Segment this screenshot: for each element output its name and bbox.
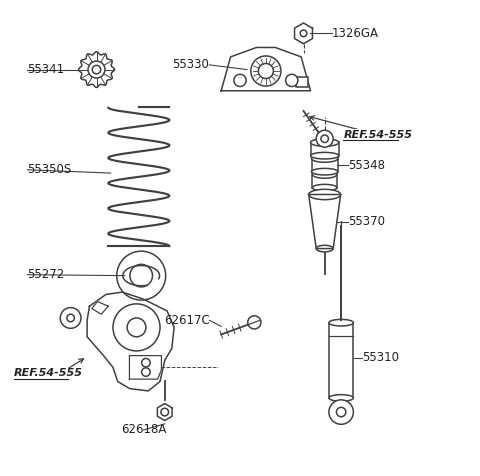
Text: 55310: 55310	[362, 351, 399, 365]
Polygon shape	[295, 23, 312, 44]
Ellipse shape	[311, 152, 339, 159]
Text: 55330: 55330	[172, 59, 209, 71]
Text: 62618A: 62618A	[121, 424, 166, 436]
Polygon shape	[157, 404, 172, 420]
Polygon shape	[63, 307, 80, 328]
Polygon shape	[96, 52, 106, 57]
Polygon shape	[309, 195, 341, 248]
Polygon shape	[329, 323, 353, 398]
Ellipse shape	[329, 319, 353, 326]
Ellipse shape	[316, 245, 333, 252]
Circle shape	[317, 133, 329, 145]
Polygon shape	[87, 82, 96, 88]
Circle shape	[321, 135, 328, 142]
Polygon shape	[79, 60, 84, 69]
Text: 55341: 55341	[27, 63, 64, 76]
Circle shape	[88, 61, 105, 78]
Text: 55370: 55370	[348, 215, 385, 228]
Polygon shape	[106, 79, 112, 85]
Polygon shape	[221, 48, 311, 91]
Text: 62617C: 62617C	[164, 314, 209, 327]
Circle shape	[248, 316, 261, 329]
Ellipse shape	[329, 395, 353, 401]
Text: 55350S: 55350S	[27, 163, 72, 176]
Circle shape	[286, 74, 298, 87]
Text: REF.54-555: REF.54-555	[14, 368, 76, 378]
Polygon shape	[106, 54, 112, 60]
Circle shape	[127, 318, 146, 337]
Polygon shape	[96, 82, 106, 88]
Circle shape	[161, 408, 168, 416]
Ellipse shape	[311, 139, 339, 146]
Text: 55272: 55272	[27, 268, 65, 281]
Polygon shape	[130, 356, 161, 379]
Circle shape	[316, 130, 333, 147]
Polygon shape	[81, 54, 87, 60]
Circle shape	[67, 314, 74, 322]
Text: 1326GA: 1326GA	[332, 27, 379, 40]
Circle shape	[142, 368, 150, 377]
Circle shape	[336, 407, 346, 417]
Circle shape	[142, 358, 150, 367]
Text: REF.54-555: REF.54-555	[14, 368, 83, 378]
Polygon shape	[79, 69, 84, 79]
Circle shape	[297, 30, 310, 43]
Circle shape	[60, 307, 81, 328]
Ellipse shape	[312, 171, 337, 178]
Circle shape	[329, 400, 353, 424]
Circle shape	[117, 251, 166, 300]
Ellipse shape	[312, 184, 337, 191]
Text: REF.54-555: REF.54-555	[344, 129, 406, 139]
Ellipse shape	[312, 169, 338, 175]
Polygon shape	[92, 301, 108, 314]
Circle shape	[258, 63, 274, 79]
Circle shape	[92, 65, 101, 74]
Text: 55348: 55348	[348, 159, 385, 171]
Polygon shape	[81, 79, 87, 85]
Circle shape	[130, 264, 153, 287]
Polygon shape	[109, 60, 114, 69]
Ellipse shape	[309, 189, 341, 199]
Polygon shape	[87, 292, 174, 391]
Polygon shape	[109, 69, 114, 79]
Circle shape	[234, 74, 246, 87]
Circle shape	[113, 304, 160, 351]
Circle shape	[251, 56, 281, 86]
Circle shape	[300, 30, 307, 37]
Ellipse shape	[312, 155, 338, 162]
Polygon shape	[79, 52, 114, 88]
Bar	[297, 77, 308, 88]
Text: REF.54-555: REF.54-555	[344, 129, 412, 139]
Polygon shape	[87, 52, 96, 57]
